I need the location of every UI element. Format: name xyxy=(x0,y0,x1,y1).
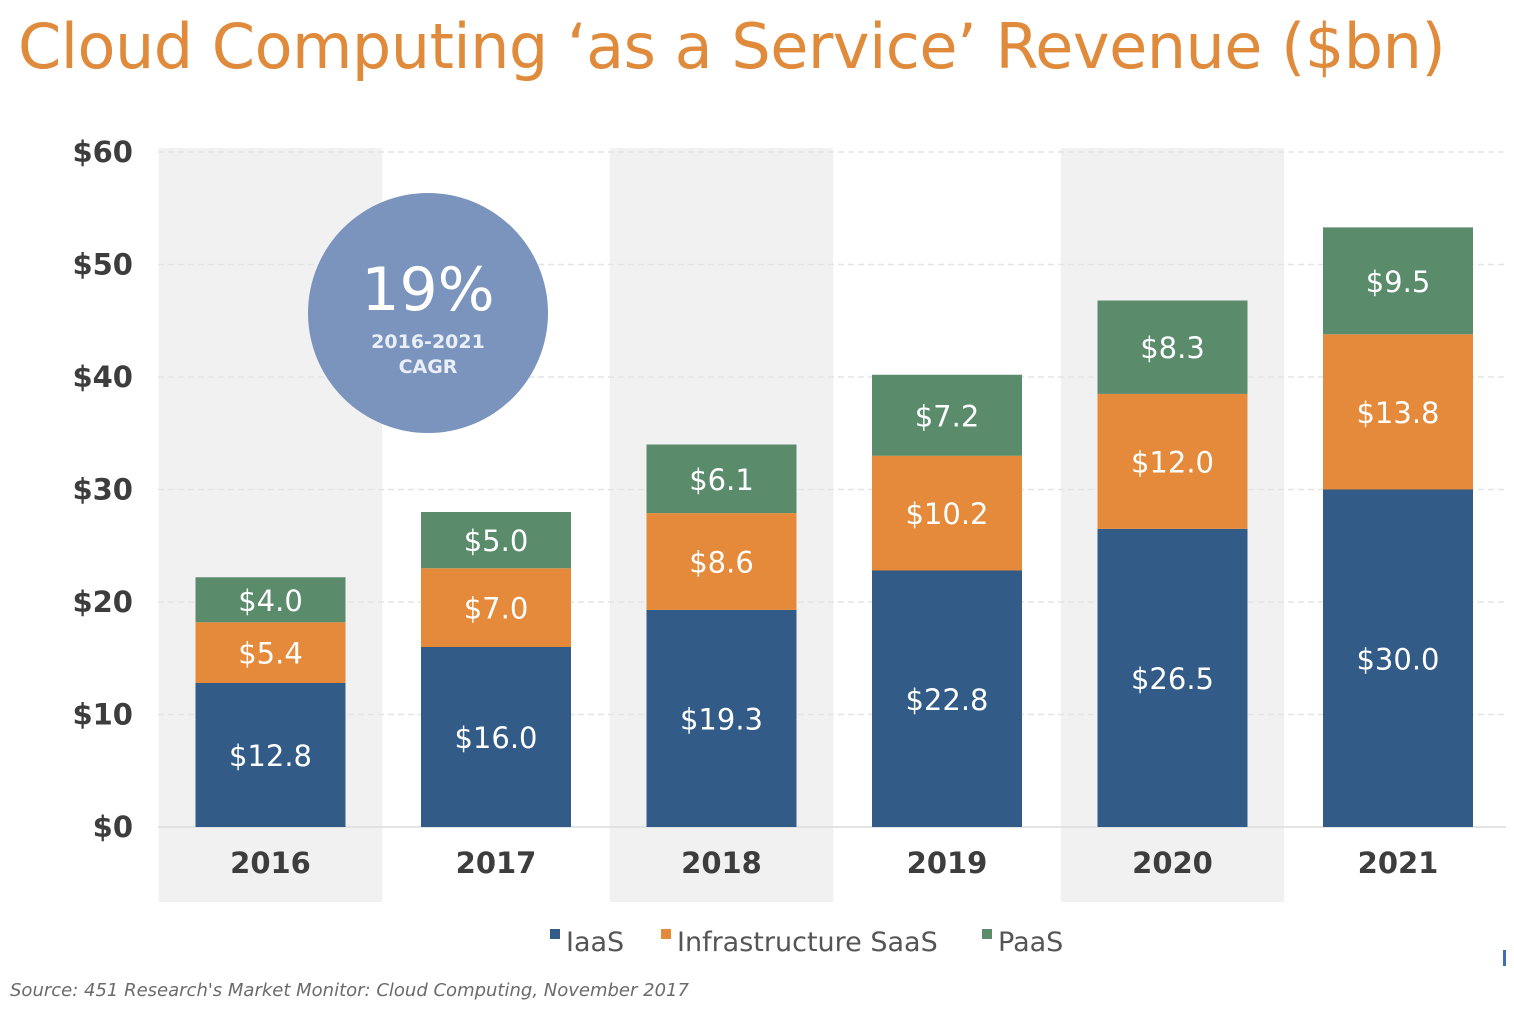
edge-mark xyxy=(1503,950,1506,966)
cagr-period: 2016-2021 xyxy=(371,331,485,353)
x-tick-label: 2018 xyxy=(681,846,762,880)
legend-swatch-paas xyxy=(982,929,992,939)
bar-iaas xyxy=(1097,528,1248,827)
y-tick-label: $0 xyxy=(93,810,133,844)
x-tick-label: 2016 xyxy=(230,846,311,880)
data-label-saas: $12.0 xyxy=(1131,445,1214,479)
legend-label-saas: Infrastructure SaaS xyxy=(677,927,938,958)
y-tick-label: $50 xyxy=(72,248,133,282)
data-label-paas: $9.5 xyxy=(1366,265,1431,299)
y-tick-label: $60 xyxy=(72,135,133,169)
cagr-callout: 19% 2016-2021 CAGR xyxy=(308,193,548,433)
bar-iaas xyxy=(1323,489,1473,827)
y-tick-label: $30 xyxy=(72,473,133,507)
data-label-saas: $7.0 xyxy=(464,592,529,626)
bar-iaas xyxy=(872,570,1022,827)
data-label-saas: $5.4 xyxy=(238,637,303,671)
x-tick-label: 2020 xyxy=(1132,846,1213,880)
source-note: Source: 451 Research's Market Monitor: C… xyxy=(10,980,689,1001)
bar-paas xyxy=(646,444,797,514)
data-label-saas: $10.2 xyxy=(905,497,988,531)
bar-saas xyxy=(421,568,571,647)
data-label-iaas: $30.0 xyxy=(1356,642,1439,676)
legend-swatch-iaas xyxy=(550,929,560,939)
bar-paas xyxy=(195,577,346,623)
cagr-label: CAGR xyxy=(399,356,458,378)
bar-saas xyxy=(1097,393,1248,529)
bar-saas xyxy=(195,622,346,683)
bar-iaas xyxy=(646,609,797,827)
legend-label-iaas: IaaS xyxy=(566,927,624,958)
y-tick-label: $40 xyxy=(72,360,133,394)
gridlines xyxy=(158,151,1506,828)
data-label-saas: $13.8 xyxy=(1356,396,1439,430)
data-label-paas: $6.1 xyxy=(689,463,754,497)
cagr-circle xyxy=(308,193,548,433)
bar-saas xyxy=(1323,334,1473,490)
data-label-paas: $7.2 xyxy=(915,399,980,433)
cagr-value: 19% xyxy=(361,255,494,325)
bar-paas xyxy=(872,374,1022,456)
bar-iaas xyxy=(195,683,346,827)
data-label-paas: $4.0 xyxy=(238,584,303,618)
bar-saas xyxy=(646,513,797,610)
data-label-iaas: $19.3 xyxy=(680,702,763,736)
x-tick-label: 2017 xyxy=(456,846,537,880)
x-axis-ticks: 2016 2017 2018 2019 2020 2021 xyxy=(230,846,1438,880)
data-label-paas: $8.3 xyxy=(1140,331,1205,365)
legend-label-paas: PaaS xyxy=(998,927,1063,958)
data-label-saas: $8.6 xyxy=(689,546,754,580)
data-label-iaas: $16.0 xyxy=(454,721,537,755)
y-tick-label: $20 xyxy=(72,585,133,619)
bar-saas xyxy=(872,455,1022,571)
data-label-paas: $5.0 xyxy=(464,524,529,558)
bar-paas xyxy=(421,512,571,569)
x-tick-label: 2019 xyxy=(907,846,988,880)
data-label-iaas: $22.8 xyxy=(905,683,988,717)
y-tick-label: $10 xyxy=(72,698,133,732)
x-tick-label: 2021 xyxy=(1358,846,1439,880)
bar-paas xyxy=(1323,227,1473,335)
bar-iaas xyxy=(421,647,571,827)
legend: IaaS Infrastructure SaaS PaaS xyxy=(550,927,1063,958)
legend-swatch-saas xyxy=(661,929,671,939)
chart-title: Cloud Computing ‘as a Service’ Revenue (… xyxy=(18,10,1446,83)
data-label-iaas: $26.5 xyxy=(1131,662,1214,696)
y-axis-ticks: $0 $10 $20 $30 $40 $50 $60 xyxy=(72,135,133,844)
data-label-iaas: $12.8 xyxy=(229,739,312,773)
bars: $12.8 $5.4 $4.0 $16.0 $7.0 $5.0 $19.3 $8.6 $6.1 $… xyxy=(195,227,1473,827)
bar-paas xyxy=(1097,300,1248,394)
